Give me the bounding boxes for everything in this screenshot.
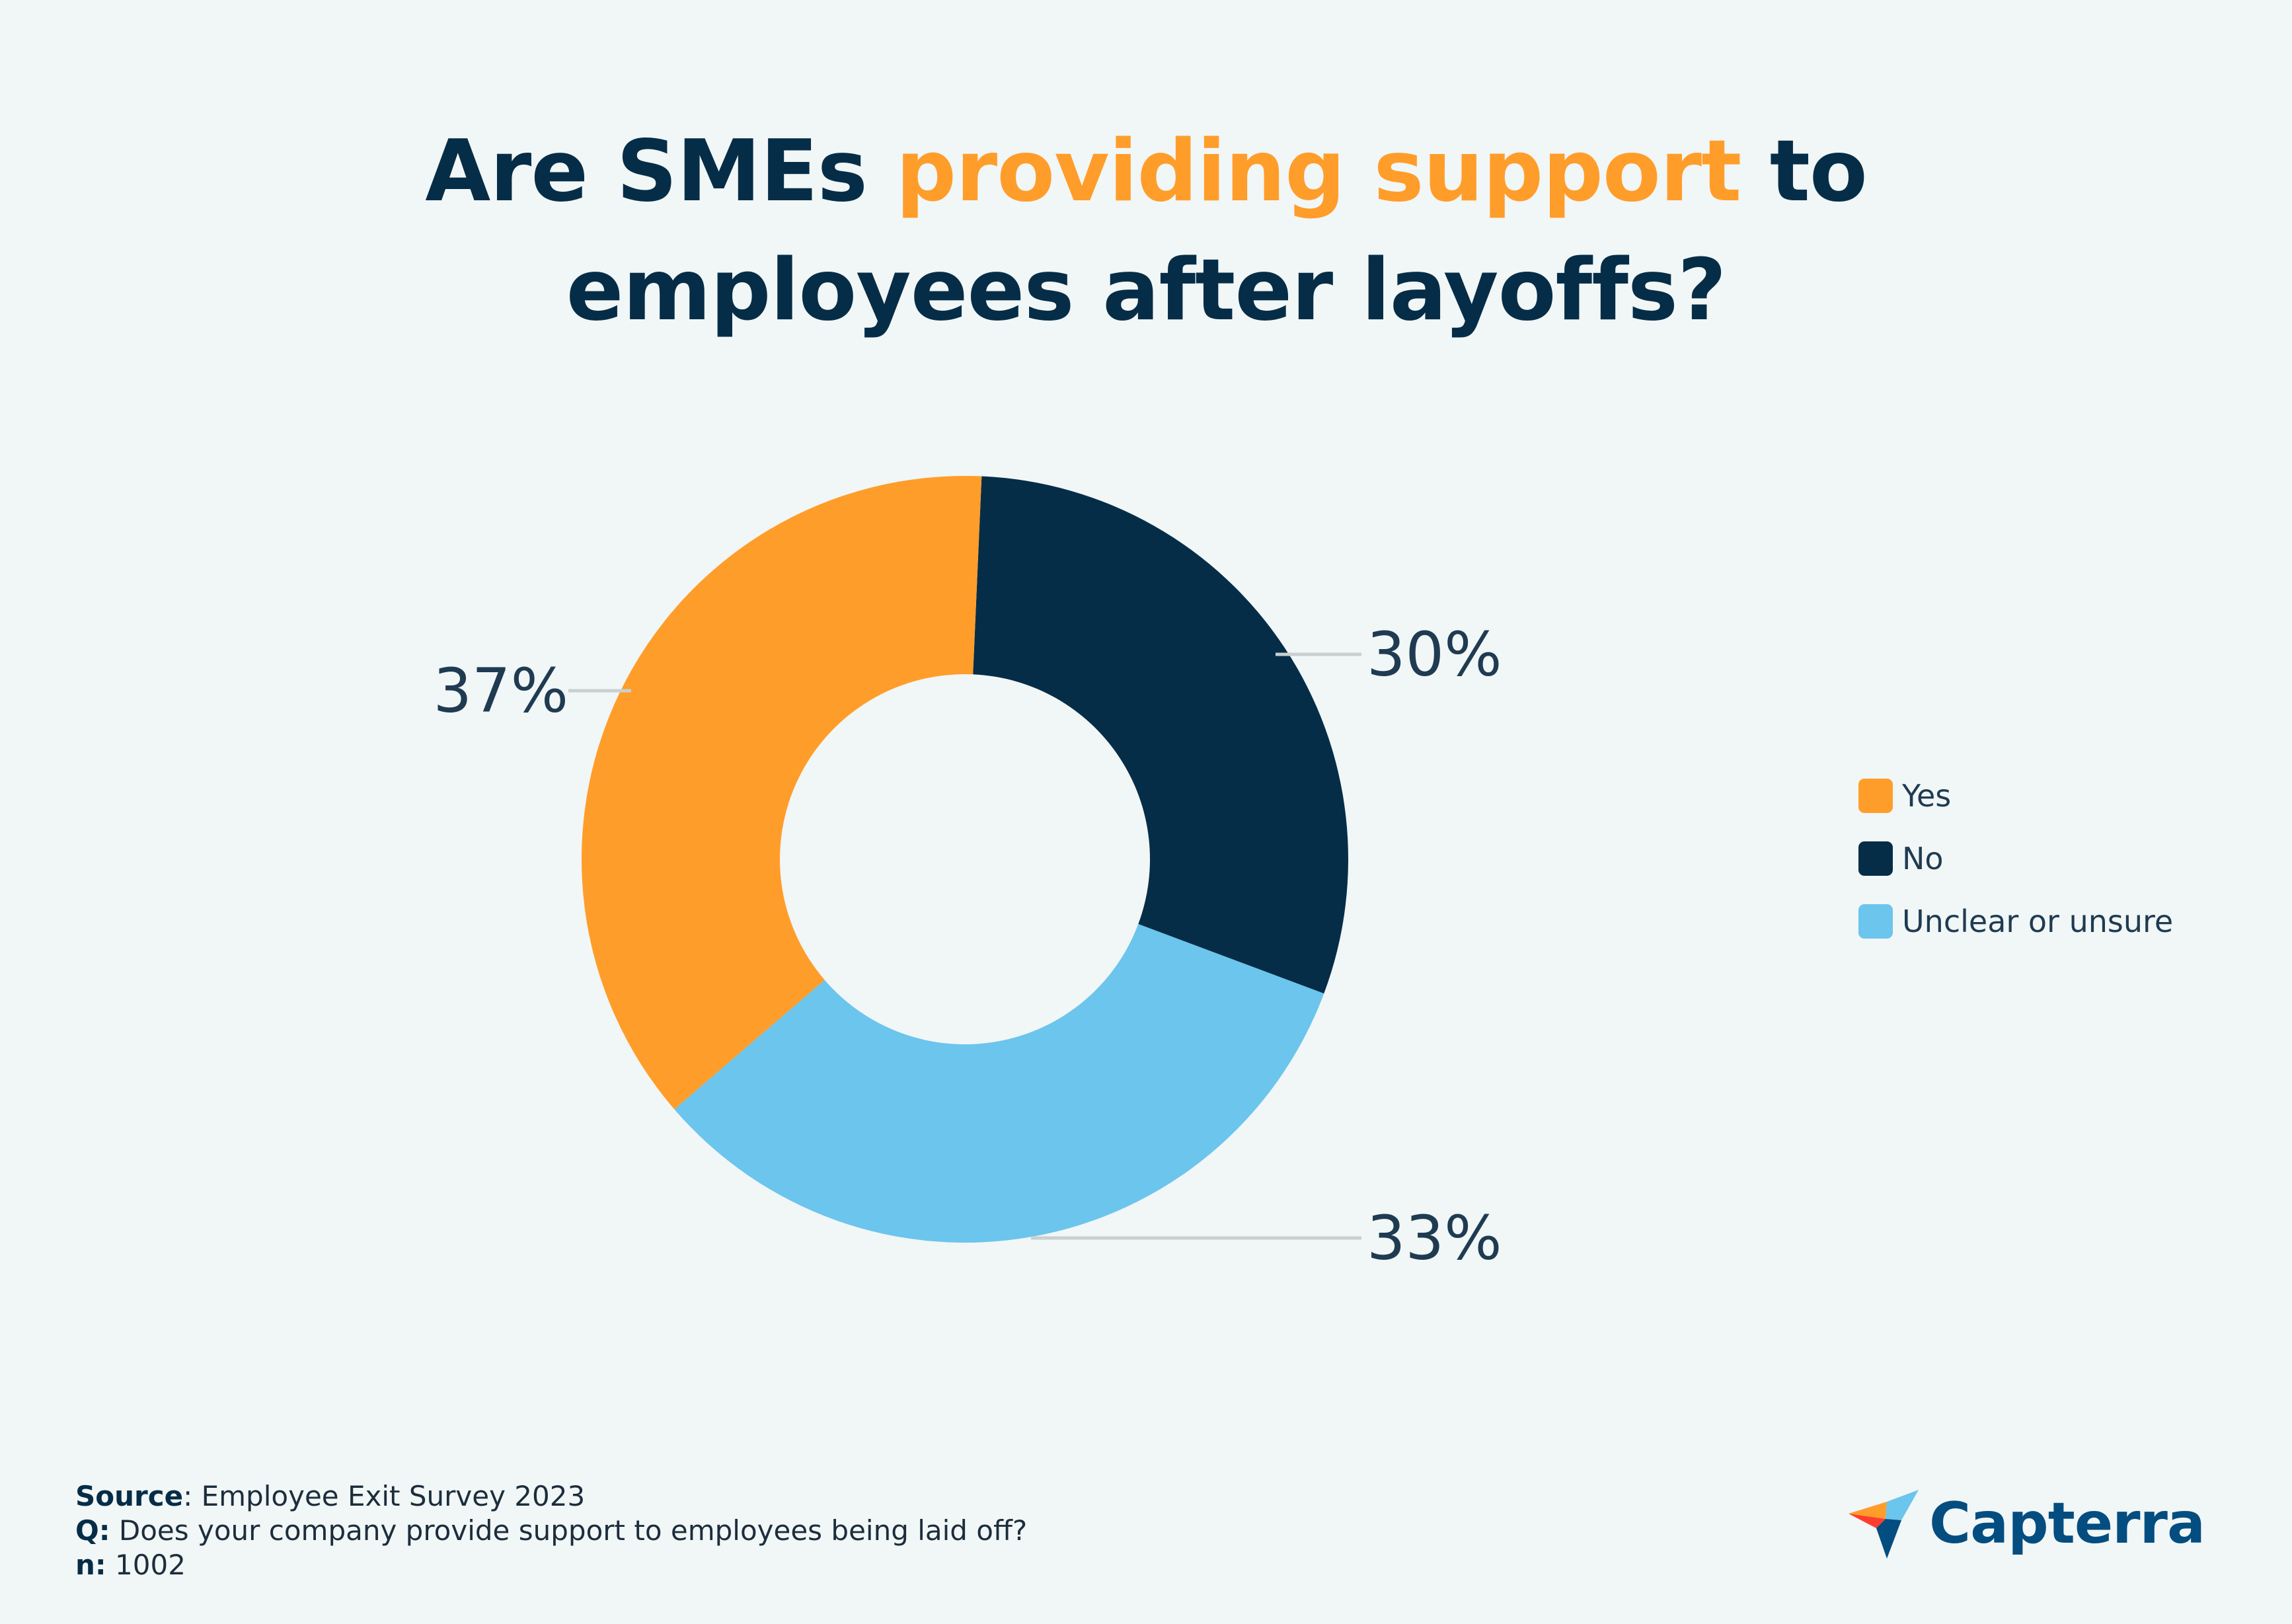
chart-footer: Source: Employee Exit Survey 2023 Q: Doe… — [75, 1479, 1027, 1582]
brand-name: Capterra — [1929, 1490, 2205, 1557]
legend-item-no: No — [1858, 841, 2173, 876]
sample-size-value: 1002 — [106, 1549, 186, 1581]
question-line: Q: Does your company provide support to … — [75, 1514, 1027, 1548]
source-label: Source — [75, 1480, 184, 1512]
legend-swatch — [1858, 841, 1893, 876]
capterra-arrow-icon — [1849, 1490, 1919, 1559]
legend-swatch — [1858, 779, 1893, 813]
donut-slice-yes — [582, 476, 982, 1110]
value-label-no: 30% — [1367, 619, 1502, 690]
source-value: : Employee Exit Survey 2023 — [183, 1480, 586, 1512]
value-label-unclear-or-unsure: 33% — [1367, 1203, 1502, 1274]
title-part-1: Are SMEs — [425, 122, 896, 221]
sample-size-label: n: — [75, 1549, 106, 1581]
sample-size-line: n: 1002 — [75, 1548, 1027, 1582]
chart-legend: Yes No Unclear or unsure — [1858, 778, 2173, 967]
donut-slice-no — [973, 476, 1348, 994]
question-value: Does your company provide support to emp… — [110, 1514, 1028, 1547]
legend-item-yes: Yes — [1858, 778, 2173, 814]
title-part-2: to — [1741, 122, 1868, 221]
title-line-1: Are SMEs providing support to — [0, 112, 2292, 231]
legend-label: Unclear or unsure — [1902, 904, 2174, 939]
title-highlight: providing support — [896, 122, 1742, 221]
source-line: Source: Employee Exit Survey 2023 — [75, 1479, 1027, 1514]
donut-slice-unclear-or-unsure — [674, 924, 1324, 1243]
chart-title: Are SMEs providing support to employees … — [0, 112, 2292, 350]
legend-label: Yes — [1902, 778, 1952, 814]
value-label-yes: 37% — [434, 656, 568, 726]
legend-swatch — [1858, 904, 1893, 939]
capterra-logo: Capterra — [1847, 1487, 2205, 1560]
legend-item-unclear-or-unsure: Unclear or unsure — [1858, 904, 2173, 939]
title-line-2: employees after layoffs? — [566, 241, 1727, 340]
legend-label: No — [1902, 841, 1944, 876]
question-label: Q: — [75, 1514, 110, 1547]
